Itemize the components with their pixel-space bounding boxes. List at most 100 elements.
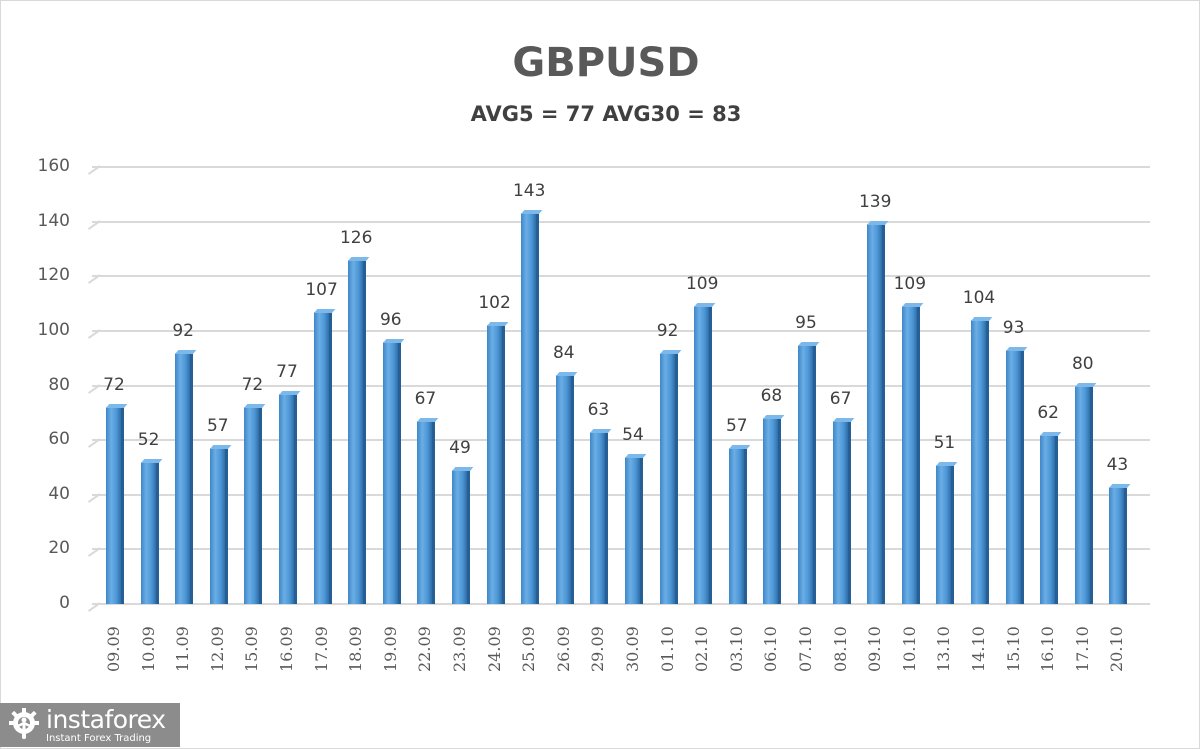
bar-value-label: 80 [1071, 353, 1094, 374]
bar [1109, 486, 1125, 604]
bar [486, 325, 502, 604]
bar [417, 421, 433, 604]
gridline [92, 439, 1150, 442]
gridline [92, 329, 1150, 332]
bar-value-label: 95 [795, 312, 817, 333]
bar-value-label: 93 [1002, 317, 1025, 338]
bar [1005, 349, 1021, 604]
x-axis-tick-label: 22.09 [415, 612, 435, 672]
bar-value-label: 126 [339, 227, 373, 248]
date-label: 03.10 [726, 626, 746, 672]
x-axis-tick-label: 29.09 [588, 612, 608, 672]
bar-value-label: 49 [449, 438, 471, 459]
x-axis-tick-label: 01.10 [658, 612, 678, 672]
x-axis-tick-label: 08.10 [831, 612, 851, 672]
x-axis-tick-label: 07.10 [796, 612, 816, 672]
bar-value-label: 43 [1106, 454, 1129, 475]
bar [1040, 434, 1056, 604]
x-axis-tick-label: 19.09 [381, 612, 401, 672]
x-axis-tick-label: 02.10 [692, 612, 712, 672]
gridline [92, 548, 1150, 551]
bar-value-label: 109 [685, 274, 719, 295]
y-axis-tick-label: 20 [48, 538, 70, 559]
gridline [92, 166, 1150, 168]
bar-value-label: 63 [587, 399, 610, 420]
date-label: 09.10 [865, 626, 885, 672]
x-axis-tick-label: 15.10 [1004, 612, 1024, 672]
y-axis-tick-label: 100 [37, 319, 70, 340]
bar-value-label: 109 [893, 274, 927, 295]
watermark-tagline: Instant Forex Trading [46, 732, 152, 744]
bar-value-label: 67 [414, 389, 437, 409]
bar [175, 352, 191, 604]
date-label: 19.09 [380, 626, 400, 672]
chart-subtitle: AVG5 = 77 AVG30 = 83 [470, 102, 742, 126]
bar [313, 311, 329, 604]
bar-value-label: 68 [760, 386, 783, 407]
chart-title: GBPUSD [512, 40, 700, 86]
bar [728, 448, 744, 604]
bar [382, 341, 398, 604]
date-label: 17.09 [311, 626, 331, 672]
gridline [92, 603, 1150, 605]
x-axis-tick-label: 15.09 [242, 612, 262, 672]
y-axis-tick-label: 120 [37, 265, 70, 286]
date-label: 10.09 [138, 626, 158, 672]
date-label: 15.10 [1003, 626, 1023, 672]
gridline [92, 275, 1150, 278]
x-axis-tick-label: 11.09 [173, 612, 193, 672]
bar-value-label: 139 [858, 192, 892, 213]
date-label: 01.10 [657, 626, 677, 672]
x-axis-tick-label: 10.10 [900, 612, 920, 672]
date-label: 06.10 [761, 626, 781, 672]
bar [452, 470, 467, 604]
bar [659, 352, 675, 604]
y-axis-tick-label: 0 [59, 593, 70, 613]
date-label: 24.09 [484, 626, 504, 672]
date-label: 26.09 [553, 626, 573, 672]
bar-value-label: 72 [241, 375, 264, 396]
x-axis-tick-label: 13.10 [934, 612, 954, 672]
bar-value-label: 67 [829, 389, 852, 409]
bar-value-label: 57 [206, 416, 229, 437]
x-axis-tick-label: 25.09 [519, 612, 539, 672]
gridline [92, 220, 1150, 223]
bar [1074, 385, 1090, 604]
x-axis-tick-label: 16.10 [1038, 612, 1058, 672]
bar-value-label: 54 [622, 424, 644, 445]
x-axis-tick-label: 17.09 [312, 612, 332, 672]
bar-value-label: 102 [478, 293, 511, 314]
x-axis-tick-label: 10.09 [139, 612, 159, 672]
watermark-brand: instaforex [46, 704, 166, 734]
x-axis-tick-label: 20.10 [1107, 612, 1127, 672]
gridline [92, 384, 1150, 387]
date-label: 29.09 [588, 626, 608, 672]
date-label: 07.10 [796, 626, 815, 672]
x-axis-tick-label: 03.10 [727, 612, 747, 672]
bar-value-label: 92 [172, 320, 194, 341]
bar [106, 407, 121, 604]
date-label: 17.10 [1072, 626, 1092, 672]
x-axis-tick-label: 30.09 [623, 612, 643, 672]
date-label: 08.10 [830, 626, 850, 672]
gridline [92, 493, 1150, 496]
bar-value-label: 92 [656, 320, 679, 341]
bar-value-label: 52 [137, 429, 160, 450]
bar-value-label: 72 [103, 375, 125, 396]
bar [832, 421, 848, 604]
y-axis-tick-label: 140 [37, 210, 70, 231]
date-label: 22.09 [415, 626, 435, 672]
bar [348, 259, 364, 604]
x-axis-tick-label: 17.10 [1073, 612, 1093, 672]
date-label: 18.09 [346, 626, 366, 672]
bar-value-label: 77 [276, 361, 298, 382]
bar [971, 319, 986, 604]
date-label: 13.10 [934, 626, 954, 672]
date-label: 09.09 [104, 626, 123, 672]
date-label: 12.09 [207, 626, 227, 672]
x-axis-tick-label: 16.09 [277, 612, 297, 672]
bar-value-label: 57 [725, 416, 748, 437]
bar [209, 448, 225, 604]
bar-value-label: 107 [305, 279, 338, 300]
bar-value-label: 84 [552, 342, 575, 363]
